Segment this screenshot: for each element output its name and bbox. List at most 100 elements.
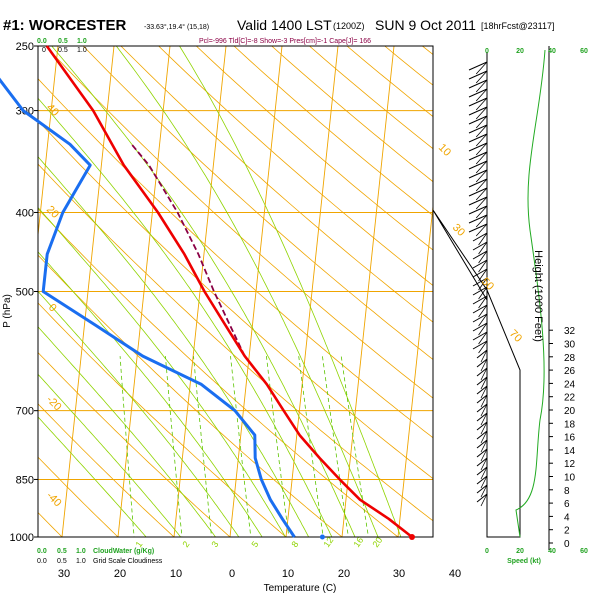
wind-barb (476, 475, 488, 485)
temperature-line (45, 45, 413, 539)
wind-barb (468, 223, 488, 233)
wind-barb-flag (478, 268, 488, 282)
wind-barb-flag (475, 70, 488, 84)
temperature-tick-label: 20 (114, 568, 126, 580)
sounding-profiles (0, 45, 415, 540)
wind-barb (468, 169, 488, 179)
dry-adiabat-line (38, 456, 119, 537)
wind-barb-flag (480, 394, 488, 408)
wind-barb-flag (478, 286, 488, 300)
x-axis-label: Temperature (C) (264, 583, 337, 594)
dry-adiabat-line (82, 46, 433, 361)
pressure-tick-label: 500 (16, 287, 34, 299)
wind-barb-flag (478, 250, 488, 264)
title-zulu: (1200Z) (333, 21, 365, 31)
wind-speed-profile (515, 49, 546, 538)
wind-barb-flag (475, 214, 488, 228)
wind-barb (476, 430, 488, 440)
wind-barb (472, 304, 488, 314)
height-tick-label: 6 (564, 499, 570, 510)
wind-barb (472, 331, 488, 341)
cloud-scale-black-0: 0.0 (37, 558, 47, 565)
wind-barb-flag (475, 196, 488, 210)
pressure-tick-label: 400 (16, 207, 34, 219)
wind-barb-flag (475, 160, 488, 174)
surface-temperature-point (409, 534, 415, 540)
wind-barb-flag (478, 331, 488, 345)
moist-adiabat-line (38, 326, 216, 537)
wind-speed-tick-label-top: 40 (548, 48, 556, 55)
wind-barb (472, 295, 488, 305)
chart-subtitle: Pcl=-996 Tld[C]=-8 Show=-3 Pres[cm]=-1 C… (199, 38, 371, 45)
dry-adiabat-line (38, 208, 399, 537)
moist-adiabat-line (38, 206, 286, 537)
pressure-tick-label: 1000 (10, 532, 34, 544)
wind-barb-flag (480, 475, 488, 489)
wind-barb-flag (480, 412, 488, 426)
mixing-ratio-line (266, 356, 290, 537)
y-axis-label: P (hPa) (2, 294, 13, 328)
wind-barb (468, 61, 488, 71)
wind-barb (472, 250, 488, 260)
wind-barb (472, 268, 488, 278)
wind-barb (468, 124, 488, 134)
wind-barb-flag (480, 430, 488, 444)
dry-adiabat-line (38, 351, 231, 537)
cloud-scale-mid-2: 1.0 (77, 47, 87, 54)
wind-barb (476, 439, 488, 449)
temperature-tick-label: 30 (58, 568, 70, 580)
wind-barb-flag (478, 241, 488, 255)
mixing-ratio-label: 1 (133, 539, 144, 549)
wind-barb-flag (480, 403, 488, 417)
mixing-ratio-line (230, 356, 252, 537)
mixing-ratio-label: 8 (289, 539, 300, 549)
cloud-scale-top-2: 1.0 (77, 38, 87, 45)
surface-dewpoint-point (319, 534, 325, 540)
wind-barb-flag (478, 340, 488, 354)
wind-barb-flag (475, 88, 488, 102)
height-tick-label: 4 (564, 512, 570, 523)
isotherm-line (38, 46, 59, 240)
temperature-tick-label: 0 (229, 568, 235, 580)
wind-barb (468, 142, 488, 152)
wind-barb-flag (475, 79, 488, 93)
height-tick-label: 12 (564, 459, 576, 470)
height-tick-label: 24 (564, 379, 576, 390)
dry-adiabat-line (233, 46, 433, 216)
isotherm-line (397, 202, 433, 537)
wind-barb-flag (475, 61, 488, 75)
wind-barb (476, 403, 488, 413)
wind-barb (476, 385, 488, 395)
wind-barb-flag (475, 115, 488, 129)
wind-barb (468, 133, 488, 143)
height-tick-label: 10 (564, 473, 576, 484)
wind-barb (476, 349, 488, 359)
wind-barb (476, 394, 488, 404)
height-tick-label: 18 (564, 419, 576, 430)
wind-barb (476, 457, 488, 467)
wind-barb-flag (475, 97, 488, 111)
isotherm-line (285, 46, 339, 537)
moist-adiabat-line (38, 290, 240, 537)
wind-barb (468, 160, 488, 170)
temperature-tick-label: 40 (449, 568, 461, 580)
dry-adiabat-line (120, 46, 433, 323)
height-tick-label: 32 (564, 326, 576, 337)
cloud-scale-top-0: 0.0 (37, 38, 47, 45)
wind-barb (468, 88, 488, 98)
wind-barb-flag (475, 178, 488, 192)
isotherm-line (61, 46, 115, 537)
wind-barb-flag (480, 376, 488, 390)
wind-barb (468, 79, 488, 89)
wind-barb (468, 106, 488, 116)
height-tick-label: 14 (564, 446, 576, 457)
pressure-tick-label: 850 (16, 474, 34, 486)
cloud-scale-top: 0.0 0.5 1.0 0 0.5 1.0 (37, 38, 87, 54)
wind-barb-flag (480, 349, 488, 363)
wind-barb (476, 421, 488, 431)
mixing-ratio-label: 16 (351, 535, 365, 549)
wind-barb-flag (478, 322, 488, 336)
mixing-ratio-line (340, 356, 369, 537)
temperature-tick-label: 10 (282, 568, 294, 580)
